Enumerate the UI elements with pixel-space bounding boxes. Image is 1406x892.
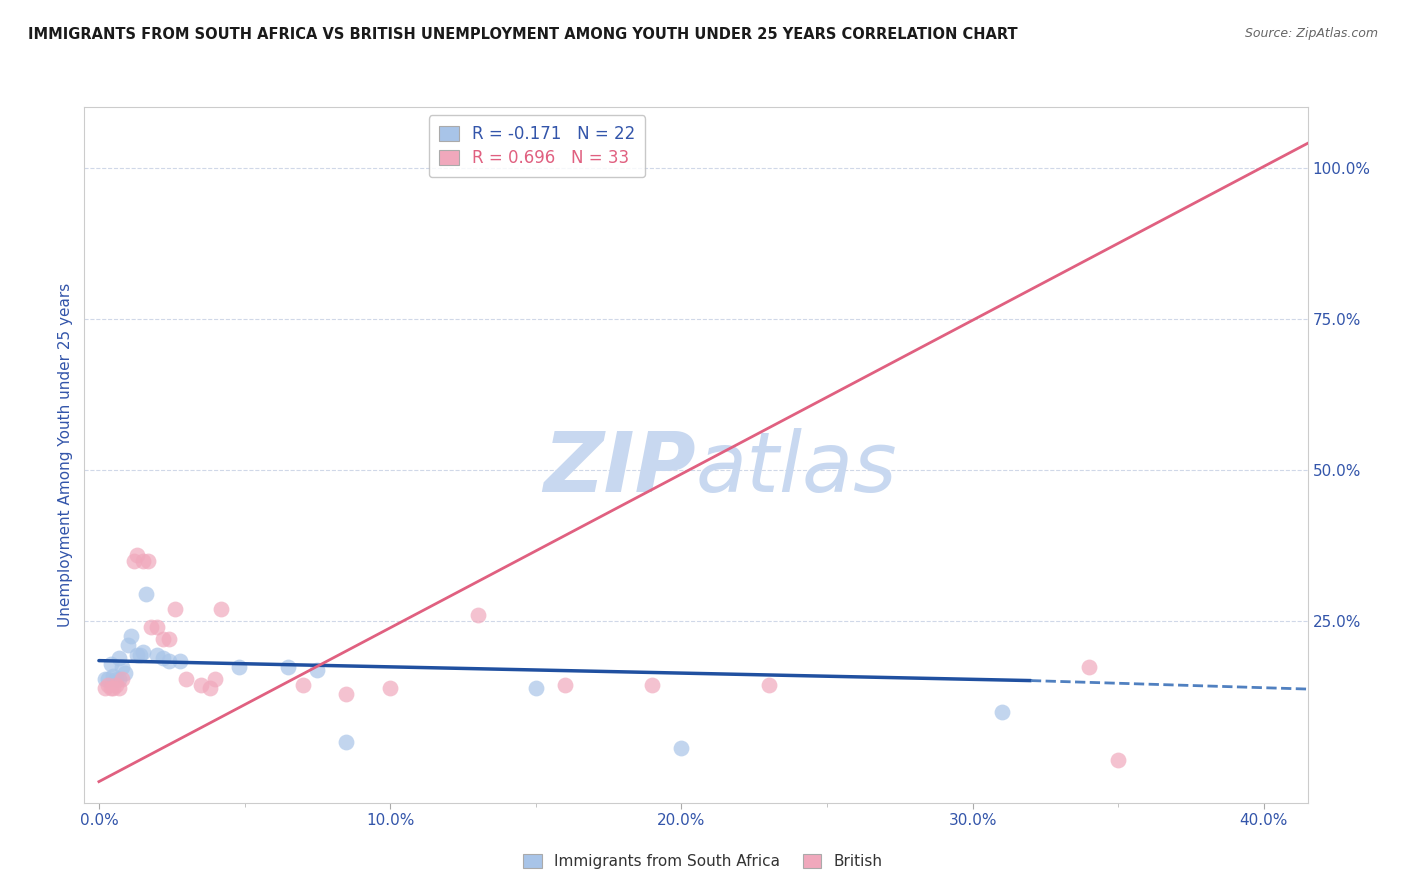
Point (138, 554, 160, 568)
Point (174, 672, 197, 686)
Point (1078, 659, 1101, 673)
Point (157, 654, 180, 668)
Point (169, 654, 191, 668)
Point (671, 741, 693, 756)
Point (120, 629, 142, 643)
Point (100, 681, 122, 695)
Point (93, 681, 117, 695)
Point (163, 602, 186, 616)
Point (97, 672, 120, 686)
Text: ZIP: ZIP (543, 428, 696, 509)
Point (128, 648, 150, 662)
Point (157, 632, 180, 647)
Point (291, 678, 314, 692)
Point (152, 632, 174, 647)
Point (100, 657, 122, 671)
Legend: R = -0.171   N = 22, R = 0.696   N = 33: R = -0.171 N = 22, R = 0.696 N = 33 (429, 115, 645, 178)
Text: atlas: atlas (696, 428, 897, 509)
Point (141, 620, 163, 634)
Point (117, 639, 139, 653)
Point (125, 648, 148, 662)
Point (641, 678, 664, 692)
Point (991, 705, 1014, 719)
Point (108, 681, 131, 695)
Point (554, 678, 576, 692)
Point (111, 672, 134, 686)
Point (198, 681, 221, 695)
Point (105, 672, 128, 686)
Point (114, 665, 136, 680)
Point (277, 659, 299, 673)
Point (125, 548, 148, 562)
Point (97, 678, 120, 692)
Y-axis label: Unemployment Among Youth under 25 years: Unemployment Among Youth under 25 years (58, 283, 73, 627)
Point (335, 735, 357, 749)
Point (146, 620, 169, 634)
Point (204, 672, 226, 686)
Point (122, 554, 145, 568)
Point (105, 678, 128, 692)
Point (135, 587, 157, 601)
Point (103, 669, 125, 683)
Point (380, 681, 402, 695)
Point (131, 554, 153, 568)
Point (1107, 754, 1129, 768)
Point (524, 681, 547, 695)
Point (103, 681, 125, 695)
Point (758, 678, 780, 692)
Point (152, 650, 174, 665)
Point (111, 659, 134, 673)
Point (93, 672, 117, 686)
Point (108, 650, 131, 665)
Text: IMMIGRANTS FROM SOUTH AFRICA VS BRITISH UNEMPLOYMENT AMONG YOUTH UNDER 25 YEARS : IMMIGRANTS FROM SOUTH AFRICA VS BRITISH … (28, 27, 1018, 42)
Point (335, 687, 357, 701)
Point (228, 659, 250, 673)
Text: Source: ZipAtlas.com: Source: ZipAtlas.com (1244, 27, 1378, 40)
Point (108, 672, 131, 686)
Point (131, 644, 153, 658)
Point (190, 678, 212, 692)
Point (307, 663, 329, 677)
Point (209, 602, 232, 616)
Point (467, 608, 489, 623)
Point (146, 648, 169, 662)
Legend: Immigrants from South Africa, British: Immigrants from South Africa, British (517, 848, 889, 875)
